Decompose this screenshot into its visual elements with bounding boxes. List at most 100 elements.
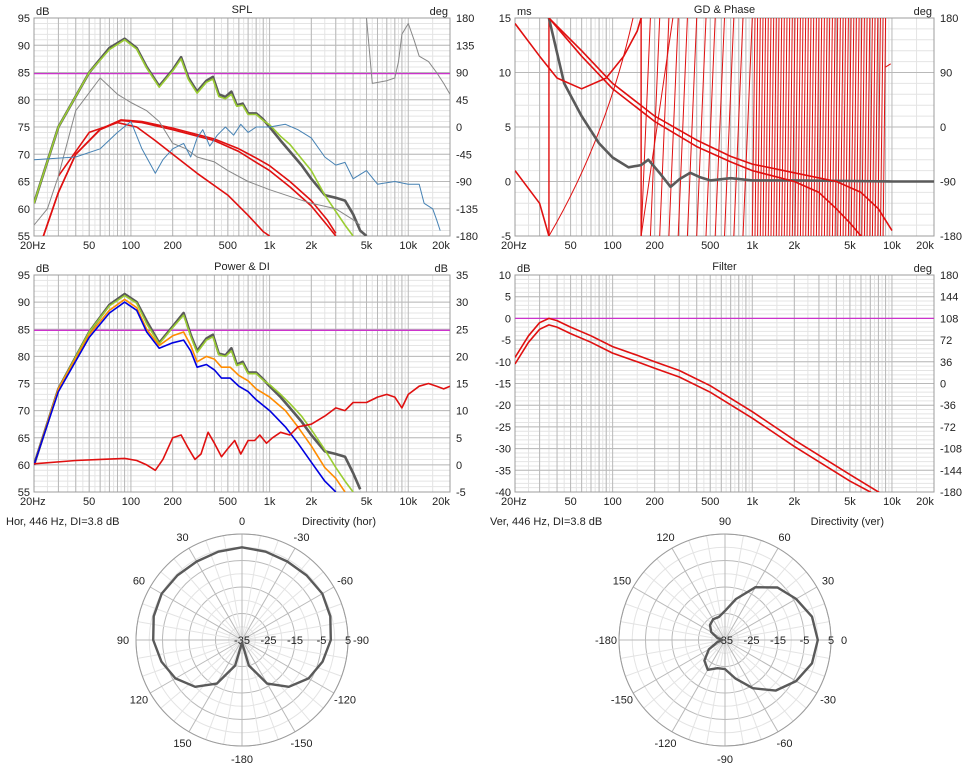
power-di-chart: 95 35 90 30 85 25 80 20 75 15 70 10 65 5 60 0 55 -5 20Hz 50… <box>18 261 469 508</box>
polar-spoke <box>724 639 807 709</box>
powerdi-series-2 <box>34 298 346 492</box>
powerdi-y-left-tick: 90 <box>18 297 30 309</box>
filter-chart: 10 180 5 144 0 108 -5 72 -10 36 -15 0 -20 -36 -25 -72 -3… <box>495 261 962 508</box>
polar-spoke <box>656 639 726 722</box>
spl-y-left-tick: 80 <box>18 95 30 107</box>
polar-spoke <box>241 603 342 641</box>
polar-spoke <box>620 621 726 641</box>
spl-y-right-tick: 0 <box>456 122 462 134</box>
polar-frame <box>618 533 832 747</box>
polar-spoke <box>625 603 726 641</box>
gdphase-title: GD & Phase <box>694 4 755 16</box>
powerdi-y-right-tick: 25 <box>456 324 468 336</box>
filter-x-tick: 50 <box>564 496 576 508</box>
polar-spoke <box>724 603 825 641</box>
gdphase-y-left-tick: 5 <box>505 122 511 134</box>
polar-ver-caption: Ver, 446 Hz, DI=3.8 dB <box>490 516 602 528</box>
polar-frame <box>135 533 349 747</box>
spl-x-tick: 5k <box>361 240 373 252</box>
polar-ver-angle-label: -120 <box>654 738 676 750</box>
polar-hor-angle-label: 90 <box>117 635 129 647</box>
phase-wrap-series <box>640 18 674 236</box>
powerdi-x-tick: 100 <box>122 496 140 508</box>
polar-spoke <box>724 558 794 641</box>
polar-ver-angle-label: 60 <box>778 532 790 544</box>
polar-ver-angle-label: 90 <box>719 516 731 528</box>
filter-plot-frame <box>514 274 935 493</box>
filter-y-right-tick: -72 <box>940 422 956 434</box>
powerdi-title: Power & DI <box>214 261 270 273</box>
polar-ver-angle-label: -180 <box>595 635 617 647</box>
polar-ver-ring-label: -35 <box>717 635 733 647</box>
polar-spoke <box>241 639 261 745</box>
polar-spoke <box>724 639 779 733</box>
spl-x-tick: 10k <box>399 240 417 252</box>
polar-spoke <box>137 621 243 641</box>
powerdi-y-right-tick: -5 <box>456 487 466 499</box>
polar-spoke <box>241 639 335 694</box>
polar-spoke <box>160 571 243 641</box>
spl-y-left-tick: 85 <box>18 68 30 80</box>
powerdi-series-3 <box>34 301 337 492</box>
polar-spoke <box>724 639 830 659</box>
powerdi-y-right-tick: 15 <box>456 379 468 391</box>
gdphase-left-unit: ms <box>517 6 532 18</box>
polar-spoke <box>241 639 324 709</box>
spl-y-right-tick: 180 <box>456 13 474 25</box>
polar-hor-angle-label: 30 <box>176 532 188 544</box>
filter-series-0 <box>515 317 881 492</box>
powerdi-grid <box>33 274 451 493</box>
polar-hor-angle-label: -120 <box>334 695 356 707</box>
filter-y-right-tick: 144 <box>940 292 958 304</box>
filter-y-left-tick: 5 <box>505 292 511 304</box>
polar-hor-ring-label: -15 <box>287 635 303 647</box>
polar-spoke <box>241 639 342 677</box>
filter-x-tick: 200 <box>645 496 663 508</box>
polar-hor-angle-label: -60 <box>337 576 353 588</box>
polar-hor-angle-label: 0 <box>239 516 245 528</box>
spl-series-4 <box>57 121 271 236</box>
polar-spoke <box>688 540 726 641</box>
polar-ver-ring-label: 5 <box>828 635 834 647</box>
filter-right-unit: deg <box>914 263 932 275</box>
gdphase-x-tick: 20Hz <box>501 240 527 252</box>
polar-spoke <box>188 639 243 733</box>
powerdi-y-left-tick: 65 <box>18 433 30 445</box>
polar-spoke <box>173 558 243 641</box>
polar-spoke <box>241 639 279 740</box>
filter-y-left-tick: 10 <box>499 270 511 282</box>
polar-spoke <box>241 621 347 641</box>
polar-hor-chart: 0 -30 -60 -90 -120 -150 -180 150 120 90 60 30 -35 -25… <box>117 516 369 766</box>
filter-y-left-tick: 0 <box>505 313 511 325</box>
gdphase-x-tick: 500 <box>701 240 719 252</box>
gdphase-series-2 <box>548 18 893 232</box>
powerdi-series-4 <box>34 382 450 472</box>
polar-spoke <box>241 586 335 641</box>
powerdi-left-unit: dB <box>36 263 49 275</box>
powerdi-y-left-tick: 85 <box>18 324 30 336</box>
spl-plot-area <box>34 18 450 236</box>
polar-ver-ring-label: -15 <box>770 635 786 647</box>
gdphase-y-right-tick: 180 <box>940 13 958 25</box>
powerdi-y-right-tick: 5 <box>456 433 462 445</box>
gdphase-y-left-tick: 10 <box>499 68 511 80</box>
gdphase-x-tick: 10k <box>883 240 901 252</box>
polar-spoke <box>724 547 779 641</box>
spl-y-left-tick: 65 <box>18 177 30 189</box>
powerdi-x-tick: 5k <box>361 496 373 508</box>
spl-y-right-tick: 135 <box>456 40 474 52</box>
spl-x-tick: 500 <box>219 240 237 252</box>
polar-spoke <box>142 603 243 641</box>
filter-y-right-tick: 36 <box>940 357 952 369</box>
filter-x-tick: 20Hz <box>501 496 527 508</box>
spl-y-right-tick: -45 <box>456 149 472 161</box>
polar-spoke <box>724 621 830 641</box>
polar-hor-caption: Hor, 446 Hz, DI=3.8 dB <box>6 516 119 528</box>
filter-x-tick: 2k <box>789 496 801 508</box>
polar-spoke <box>724 639 794 722</box>
polar-ver-label: Directivity (ver) <box>811 516 884 528</box>
polar-spoke <box>241 535 261 641</box>
spl-x-tick: 20k <box>432 240 450 252</box>
spl-y-left-tick: 90 <box>18 40 30 52</box>
